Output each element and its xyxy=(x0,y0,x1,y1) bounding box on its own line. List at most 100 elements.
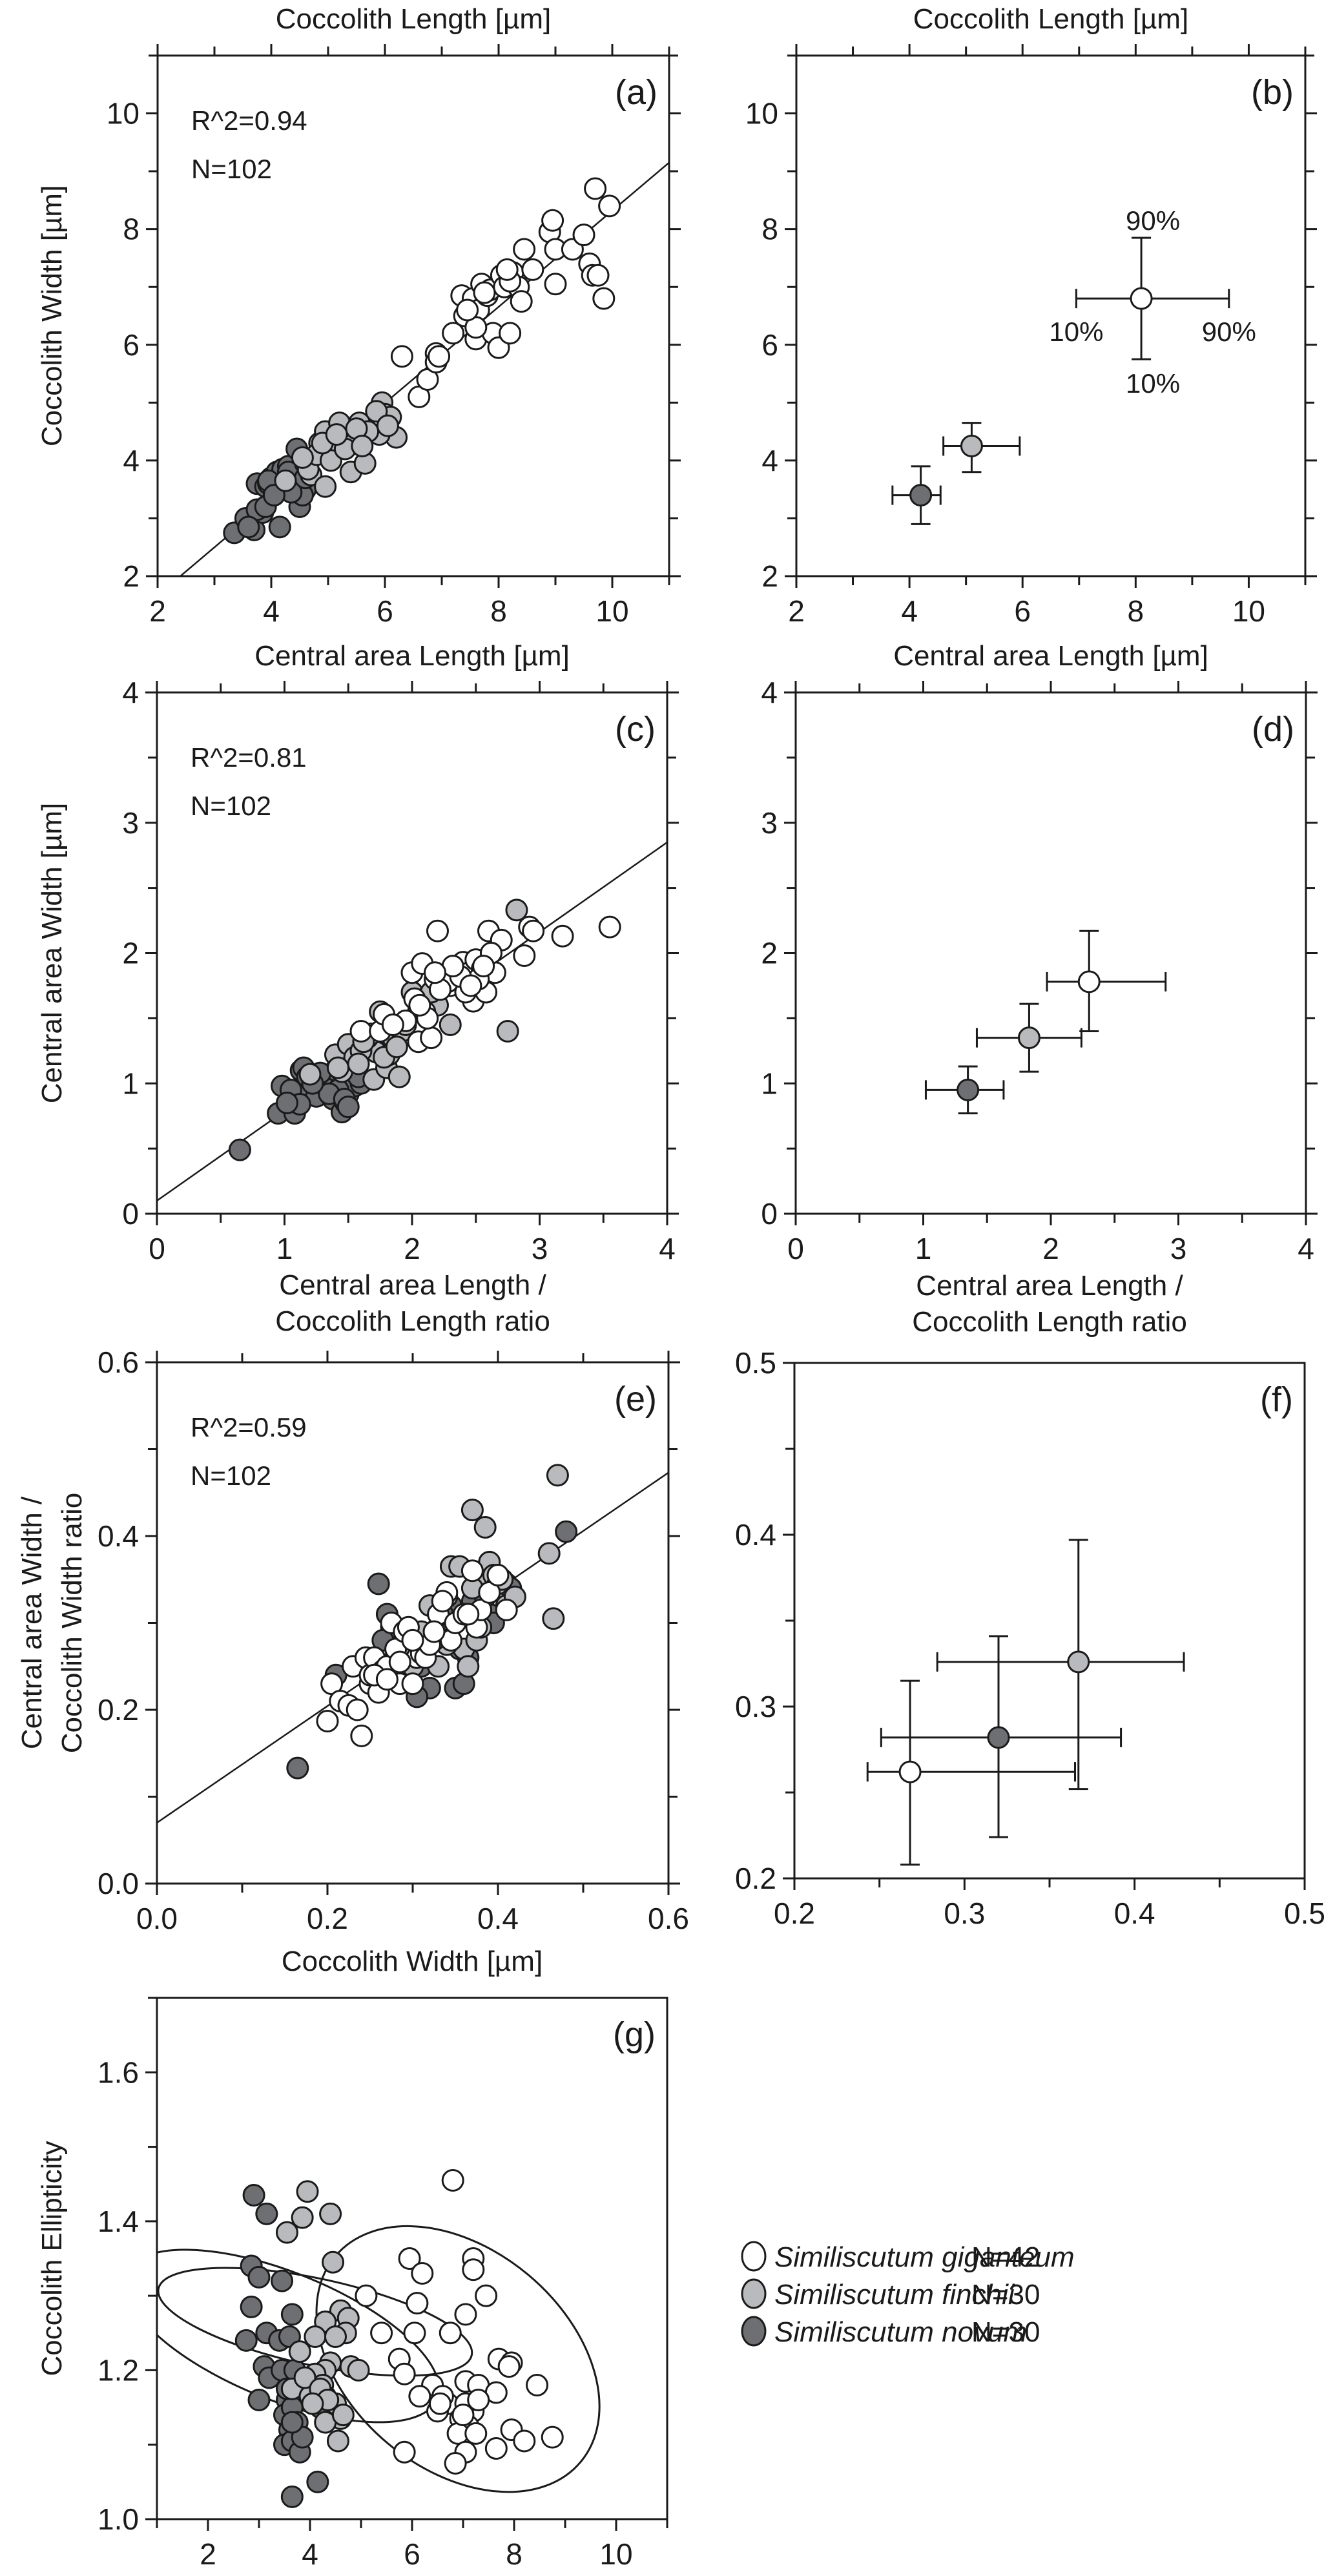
plot-frame xyxy=(795,54,1307,577)
data-point xyxy=(350,1724,373,1747)
legend-count-giganteum: N=42 xyxy=(971,2241,1040,2273)
panel-tag: (d) xyxy=(1252,710,1294,749)
data-point xyxy=(555,1520,578,1543)
x-tick-label: 0.6 xyxy=(648,1902,689,1935)
data-point xyxy=(495,1598,518,1621)
data-point xyxy=(451,2404,475,2427)
data-point xyxy=(381,1013,404,1036)
data-layer xyxy=(924,930,1167,1115)
axis-title-y: Central area Width [µm] xyxy=(36,803,68,1104)
series-similiscutum-giganteum xyxy=(316,1559,518,1747)
data-point xyxy=(408,993,431,1017)
data-point xyxy=(461,1499,484,1522)
data-point xyxy=(426,919,449,942)
data-point xyxy=(584,177,607,200)
x-tick-label: 2 xyxy=(1042,1232,1059,1265)
x-tick-label: 2 xyxy=(404,1232,420,1265)
data-point xyxy=(542,1607,565,1630)
data-layer xyxy=(180,161,669,576)
r-squared-label: R^2=0.59 xyxy=(191,1412,307,1442)
y-tick-label: 2 xyxy=(122,937,139,970)
data-point xyxy=(301,2392,324,2415)
data-point xyxy=(247,2265,271,2289)
data-point xyxy=(454,2303,477,2326)
x-tick-label: 2 xyxy=(200,2537,216,2571)
data-point xyxy=(274,469,297,492)
summary-similiscutum-giganteum xyxy=(866,1679,1076,1866)
y-tick-label: 8 xyxy=(761,213,778,246)
axis-title-y: Coccolith Width [µm] xyxy=(36,185,68,446)
data-point xyxy=(496,1020,519,1043)
data-point xyxy=(240,2295,263,2318)
n-label: N=102 xyxy=(191,791,271,821)
legend: Similiscutum giganteum N=42 Similiscutum… xyxy=(741,2241,1075,2348)
x-tick-label: 4 xyxy=(901,594,918,628)
summary-point xyxy=(1130,287,1153,310)
y-tick-label: 0.6 xyxy=(98,1345,139,1379)
data-point xyxy=(280,2303,304,2326)
axis-title-top: Coccolith Length ratio xyxy=(912,1306,1187,1338)
data-point xyxy=(439,1013,462,1036)
x-tick-label: 2 xyxy=(149,594,166,628)
data-point xyxy=(510,290,533,313)
panel-tag: (c) xyxy=(615,710,656,749)
data-point xyxy=(355,2284,378,2307)
data-point xyxy=(293,2366,316,2389)
n-label: N=102 xyxy=(191,1460,271,1491)
y-tick-label: 4 xyxy=(761,676,778,709)
data-layer xyxy=(157,841,667,1201)
y-tick-label: 2 xyxy=(123,559,140,593)
data-point xyxy=(411,2262,434,2285)
x-tick-label: 4 xyxy=(263,594,280,628)
y-tick-label: 1.6 xyxy=(98,2055,139,2089)
data-point xyxy=(499,322,522,345)
summary-point xyxy=(957,1078,980,1101)
y-tick-label: 1 xyxy=(761,1066,778,1100)
data-point xyxy=(486,1564,510,1587)
x-tick-label: 0.5 xyxy=(1284,1896,1325,1930)
panel-tag: (g) xyxy=(613,2015,656,2054)
y-tick-label: 4 xyxy=(122,676,139,709)
data-point xyxy=(346,1698,369,1721)
legend-label-giganteum: Similiscutum giganteum xyxy=(774,2241,1075,2273)
panel-c: 0 1 2 3 4 0 1 2 3 4 Central area Length [µm] Centra… xyxy=(36,640,679,1265)
data-point xyxy=(376,414,399,437)
data-point xyxy=(513,238,536,261)
panel-g: 2 4 6 8 10 1.0 1.2 1.4 1.6 Coccolith Width [µm] Co… xyxy=(36,1946,668,2571)
axis-title-top: Coccolith Length ratio xyxy=(275,1305,550,1337)
data-point xyxy=(247,2389,271,2412)
data-point xyxy=(331,2404,355,2427)
x-tick-label: 1 xyxy=(276,1232,293,1265)
summary-similiscutum-novum xyxy=(924,1065,1005,1115)
x-tick-label: 0.2 xyxy=(774,1896,815,1930)
x-tick-label: 0.4 xyxy=(477,1902,519,1935)
data-point xyxy=(459,974,482,997)
x-tick-label: 10 xyxy=(1232,594,1265,628)
data-layer xyxy=(866,1539,1185,1866)
data-point xyxy=(375,1668,398,1691)
y-tick-label: 0.5 xyxy=(735,1346,776,1380)
x-tick-label: 10 xyxy=(595,594,628,628)
data-point xyxy=(286,1756,309,1780)
data-point xyxy=(592,287,616,310)
x-tick-label: 6 xyxy=(404,2537,420,2571)
data-point xyxy=(291,446,314,469)
panel-d: 0 1 2 3 4 0 1 2 3 4 Central area Length [µm] (d) xyxy=(761,640,1318,1265)
panel-e: 0.0 0.2 0.4 0.6 0.0 0.2 0.4 0.6 Central area Len… xyxy=(16,1269,689,1935)
y-tick-label: 4 xyxy=(123,444,140,477)
data-point xyxy=(513,2429,536,2453)
data-point xyxy=(326,1056,349,1079)
percentile-label-x-high: 90% xyxy=(1202,317,1256,347)
data-point xyxy=(598,194,621,218)
legend-count-finchii: N=30 xyxy=(971,2279,1040,2311)
y-tick-label: 2 xyxy=(761,937,778,970)
panel-b: 2 4 6 8 10 2 4 6 8 10 Coccolith Length [µm] (b) 10% 9… xyxy=(745,3,1317,628)
data-point xyxy=(275,1092,298,1115)
data-point xyxy=(291,2206,314,2229)
summary-similiscutum-giganteum xyxy=(1046,930,1167,1033)
series-similiscutum-finchii xyxy=(298,898,528,1091)
x-tick-label: 8 xyxy=(1128,594,1144,628)
summary-point xyxy=(987,1726,1010,1749)
